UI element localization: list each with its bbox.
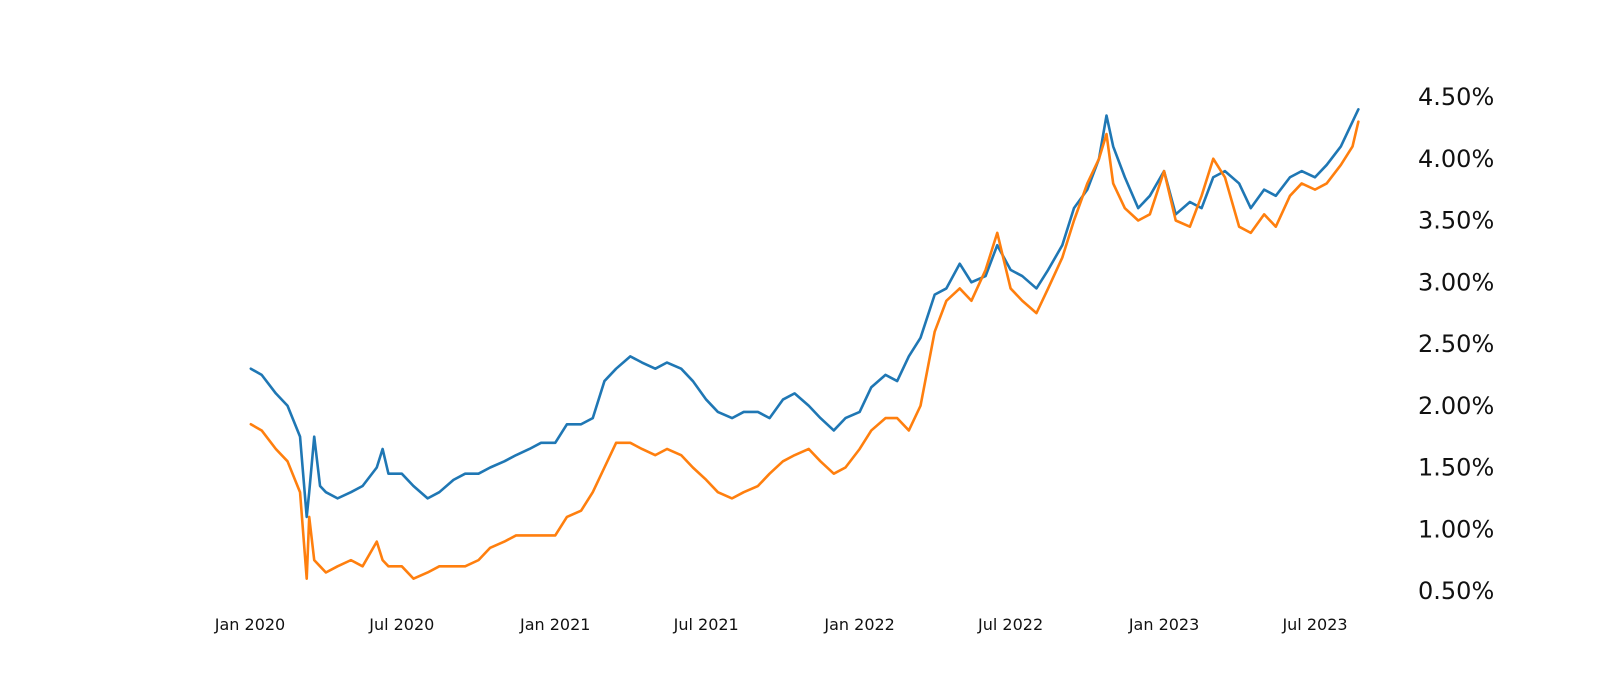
x-tick-label-7: Jan 2023 bbox=[1128, 615, 1199, 634]
x-tick-label-4: Jul 2021 bbox=[673, 615, 739, 634]
y-tick-label-3: 1.50% bbox=[1418, 454, 1494, 482]
x-tick-label-2: Jul 2020 bbox=[368, 615, 434, 634]
y-tick-label-6: 3.00% bbox=[1418, 268, 1494, 296]
y-axis-tick-labels: 0.50% 1.00% 1.50% 2.00% 2.50% 3.00% 3.50% 4.00%… bbox=[1418, 83, 1494, 605]
y-tick-label-7: 3.50% bbox=[1418, 207, 1494, 235]
y-tick-label-1: 0.50% bbox=[1418, 577, 1494, 605]
series-layer bbox=[249, 108, 1360, 580]
y-tick-label-5: 2.50% bbox=[1418, 330, 1494, 358]
x-tick-label-3: Jan 2021 bbox=[519, 615, 590, 634]
y-tick-label-2: 1.00% bbox=[1418, 515, 1494, 543]
x-axis-tick-labels: Jan 2020 Jul 2020 Jan 2021 Jul 2021 Jan 2022… bbox=[214, 615, 1348, 634]
x-tick-label-5: Jan 2022 bbox=[823, 615, 894, 634]
x-tick-label-1: Jan 2020 bbox=[214, 615, 285, 634]
series-line-1 bbox=[249, 108, 1360, 519]
series-line-2 bbox=[249, 120, 1360, 580]
y-tick-label-4: 2.00% bbox=[1418, 392, 1494, 420]
y-tick-label-9: 4.50% bbox=[1418, 83, 1494, 111]
x-tick-label-8: Jul 2023 bbox=[1281, 615, 1347, 634]
x-tick-label-6: Jul 2022 bbox=[977, 615, 1043, 634]
y-tick-label-8: 4.00% bbox=[1418, 145, 1494, 173]
